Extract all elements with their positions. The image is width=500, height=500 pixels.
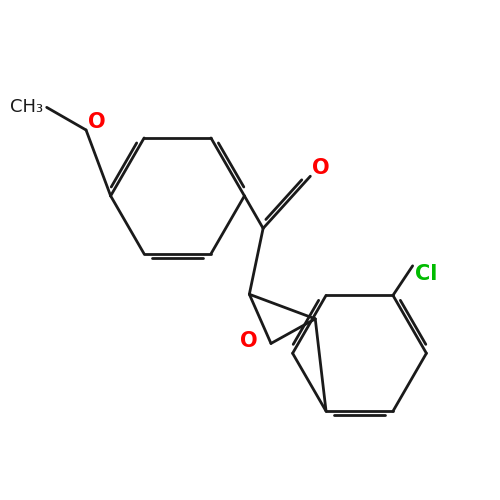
Text: Cl: Cl [414,264,437,284]
Text: O: O [240,332,257,351]
Text: O: O [88,112,106,132]
Text: O: O [312,158,330,178]
Text: CH₃: CH₃ [10,98,43,116]
